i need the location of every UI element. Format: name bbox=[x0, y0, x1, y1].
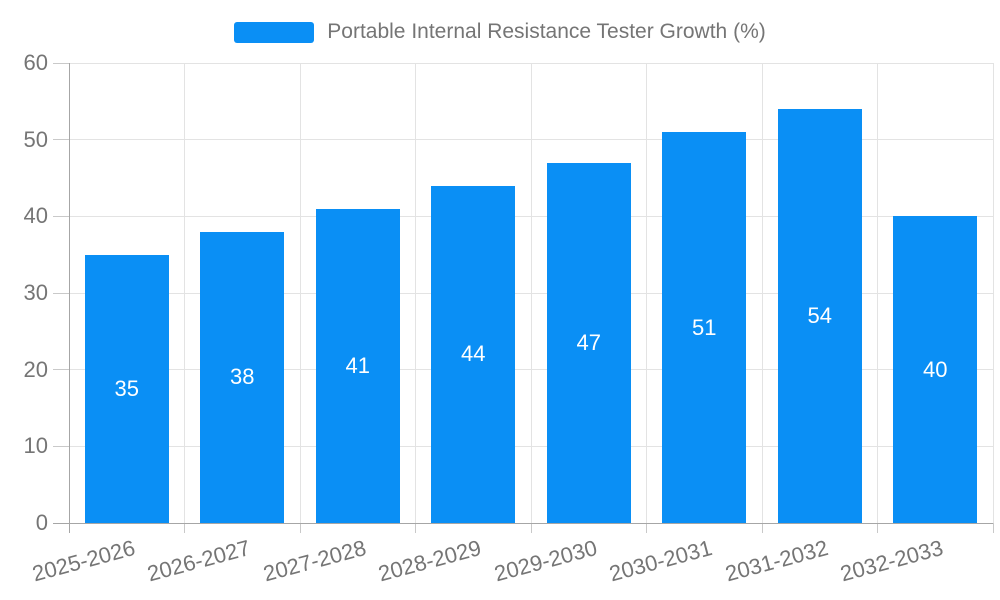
x-axis-line bbox=[53, 522, 993, 524]
bar-value-label-2028-2029: 44 bbox=[461, 341, 486, 367]
x-axis-label-2029-2030: 2029-2030 bbox=[491, 535, 600, 587]
bar-2025-2026[interactable]: 35 bbox=[84, 254, 169, 523]
legend-label: Portable Internal Resistance Tester Grow… bbox=[327, 20, 766, 43]
bar-2028-2029[interactable]: 44 bbox=[431, 185, 516, 523]
bar-2027-2028[interactable]: 41 bbox=[315, 208, 400, 523]
gridline-x-boundary-6 bbox=[761, 63, 763, 523]
y-axis-label-40: 40 bbox=[23, 203, 48, 229]
x-axis-tick-5 bbox=[646, 523, 647, 533]
bar-2030-2031[interactable]: 51 bbox=[662, 132, 747, 523]
x-axis-tick-7 bbox=[877, 523, 878, 533]
x-axis-tick-1 bbox=[184, 523, 185, 533]
y-axis-label-20: 20 bbox=[23, 356, 48, 382]
chart-legend[interactable]: Portable Internal Resistance Tester Grow… bbox=[0, 16, 1000, 48]
gridline-x-boundary-3 bbox=[415, 63, 416, 523]
bar-value-label-2030-2031: 51 bbox=[692, 314, 717, 340]
x-axis-label-2031-2032: 2031-2032 bbox=[722, 535, 831, 587]
gridline-x-boundary-1 bbox=[184, 63, 185, 523]
y-axis-label-50: 50 bbox=[23, 126, 48, 152]
bar-2031-2032[interactable]: 54 bbox=[777, 109, 862, 523]
gridline-x-boundary-4 bbox=[530, 63, 532, 523]
x-axis-tick-6 bbox=[761, 523, 763, 533]
y-axis-label-30: 30 bbox=[23, 280, 48, 305]
y-axis-tick-50 bbox=[53, 139, 69, 141]
y-axis-tick-20 bbox=[53, 369, 69, 371]
x-axis-tick-8 bbox=[992, 523, 994, 533]
y-axis-tick-10 bbox=[53, 445, 69, 447]
x-axis-label-2032-2033: 2032-2033 bbox=[837, 535, 946, 587]
y-axis-tick-30 bbox=[53, 292, 69, 294]
bar-value-label-2027-2028: 41 bbox=[345, 352, 370, 378]
x-axis-label-2026-2027: 2026-2027 bbox=[144, 535, 253, 587]
gridline-x-boundary-5 bbox=[646, 63, 647, 523]
gridline-x-boundary-8 bbox=[992, 63, 994, 523]
x-axis-tick-4 bbox=[530, 523, 532, 533]
bar-2026-2027[interactable]: 38 bbox=[200, 231, 285, 523]
y-axis-label-60: 60 bbox=[23, 50, 48, 75]
y-axis-tick-60 bbox=[53, 62, 69, 64]
bar-value-label-2032-2033: 40 bbox=[923, 356, 948, 382]
y-axis-line bbox=[68, 63, 70, 533]
x-axis-tick-2 bbox=[299, 523, 301, 533]
x-axis-label-2030-2031: 2030-2031 bbox=[606, 535, 715, 587]
x-axis-label-2027-2028: 2027-2028 bbox=[260, 535, 369, 587]
y-axis-tick-40 bbox=[53, 215, 69, 217]
bar-value-label-2026-2027: 38 bbox=[230, 364, 255, 390]
gridline-x-boundary-7 bbox=[877, 63, 878, 523]
x-axis-label-2025-2026: 2025-2026 bbox=[29, 535, 138, 587]
x-axis-tick-3 bbox=[415, 523, 416, 533]
y-axis-label-10: 10 bbox=[23, 433, 48, 459]
bar-value-label-2025-2026: 35 bbox=[114, 375, 139, 401]
legend-swatch-icon bbox=[234, 21, 315, 43]
bar-2029-2030[interactable]: 47 bbox=[546, 162, 631, 523]
x-axis-label-2028-2029: 2028-2029 bbox=[375, 535, 484, 587]
bar-value-label-2029-2030: 47 bbox=[576, 329, 601, 355]
bar-value-label-2031-2032: 54 bbox=[807, 303, 832, 328]
y-axis-label-0: 0 bbox=[35, 510, 48, 535]
bar-2032-2033[interactable]: 40 bbox=[893, 216, 978, 523]
gridline-x-boundary-2 bbox=[299, 63, 301, 523]
